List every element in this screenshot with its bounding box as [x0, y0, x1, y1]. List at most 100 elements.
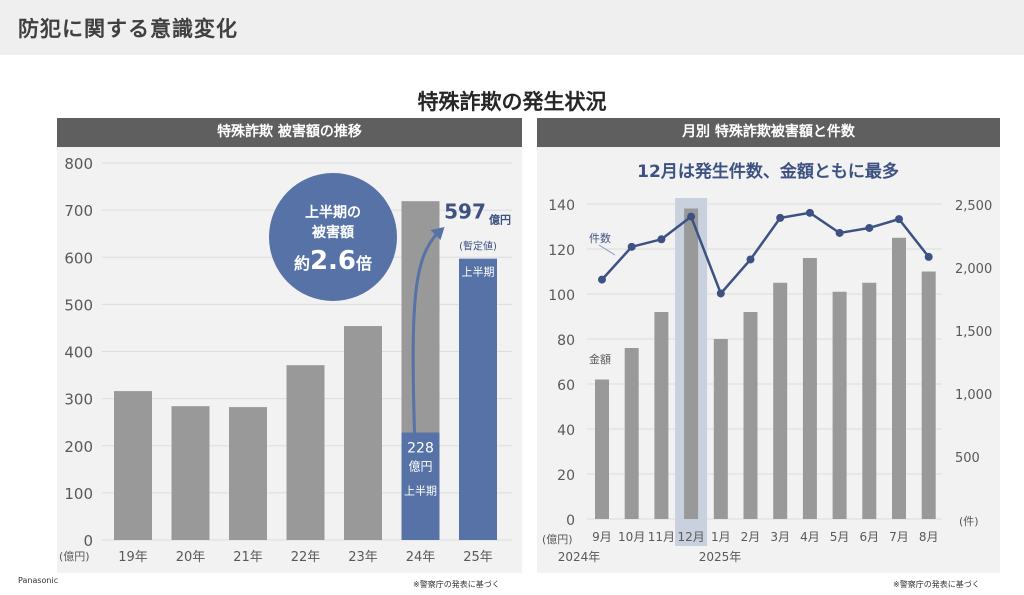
y-tick-label: 700 — [64, 202, 93, 220]
y-right-tick-label: 2,500 — [955, 199, 992, 214]
y-left-tick-label: 20 — [557, 468, 575, 484]
x-tick-label: 25年 — [463, 550, 493, 565]
bubble — [269, 173, 397, 301]
bubble-ratio-part: 2.6 — [310, 246, 356, 276]
count-point — [687, 212, 696, 221]
bar-2月 — [743, 312, 758, 519]
y-right-unit: (件) — [959, 515, 979, 528]
y-left-tick-label: 100 — [548, 288, 575, 304]
y-right-tick-label: 1,500 — [955, 325, 992, 340]
y-axis-unit: (億円) — [59, 550, 90, 563]
y-right-tick-label: 1,000 — [955, 388, 992, 403]
year-label-2024: 2024年 — [558, 550, 601, 564]
bar-23年 — [344, 326, 382, 540]
x-tick-label: 11月 — [648, 530, 675, 544]
source-note-left: ※警察庁の発表に基づく — [413, 580, 500, 589]
x-tick-label: 22年 — [291, 550, 321, 565]
x-tick-label: 7月 — [889, 530, 909, 544]
y-left-unit: (億円) — [542, 533, 573, 546]
y-tick-label: 0 — [83, 532, 93, 550]
y-left-tick-label: 140 — [548, 198, 575, 214]
x-tick-label: 20年 — [176, 550, 206, 565]
bar-6月 — [862, 282, 877, 519]
bubble-line1: 上半期の — [305, 204, 361, 221]
x-tick-label: 1月 — [711, 530, 731, 544]
bar-11月 — [654, 312, 669, 519]
bar-21年 — [229, 407, 267, 540]
count-point — [598, 275, 606, 284]
y-left-tick-label: 40 — [557, 423, 575, 439]
slide-title: 防犯に関する意識変化 — [18, 17, 238, 41]
label-597: 597 — [444, 200, 486, 224]
y-right-tick-label: 2,000 — [955, 262, 992, 277]
y-left-tick-label: 80 — [557, 333, 575, 349]
x-tick-label: 6月 — [859, 530, 879, 544]
bar-4月 — [802, 258, 817, 519]
arrowhead-icon — [430, 227, 445, 240]
y-tick-label: 300 — [64, 391, 93, 409]
count-point — [716, 289, 725, 298]
label-228-unit: 億円 — [408, 460, 432, 474]
label-half-2025: 上半期 — [462, 265, 495, 279]
monthly-panel: 月別 特殊詐欺被害額と件数 12月は発生件数、金額ともに最多 0 20 40 60 80 1… — [537, 118, 1000, 573]
y-tick-label: 100 — [64, 485, 93, 503]
count-point — [924, 252, 933, 261]
series-label-count: 件数 — [589, 232, 611, 245]
left-chart-title: 特殊詐欺 被害額の推移 — [57, 118, 522, 147]
x-tick-label: 23年 — [348, 550, 378, 565]
brand-logo: Panasonic — [18, 576, 59, 585]
bar-24-half-year — [401, 432, 440, 540]
y-left-tick-label: 60 — [557, 378, 575, 394]
count-line — [601, 211, 930, 296]
y-tick-label: 800 — [64, 155, 93, 173]
count-point — [895, 215, 903, 224]
x-tick-label: 21年 — [233, 550, 263, 565]
bar-7月 — [892, 237, 906, 519]
count-point — [746, 255, 755, 264]
x-tick-label: 12月 — [677, 530, 704, 544]
bubble-ratio: 約2.6倍 — [294, 246, 372, 276]
label-half-2024: 上半期 — [404, 484, 437, 498]
y-tick-label: 600 — [64, 249, 93, 267]
bar-10月 — [624, 348, 639, 519]
label-228: 228 — [407, 441, 434, 457]
damage-trend-chart: 0 100 200 300 400 500 600 700 800 (億円) 19年 20年 21年 22… — [59, 155, 512, 565]
count-point — [865, 223, 874, 232]
growth-arrow — [411, 230, 440, 433]
y-right-tick-label: 500 — [955, 451, 980, 466]
bar-12月 — [684, 208, 699, 519]
x-tick-label: 24年 — [406, 550, 436, 565]
bar-5月 — [832, 291, 847, 519]
count-point — [627, 242, 636, 251]
bar-9月 — [595, 379, 609, 519]
y-tick-label: 200 — [64, 438, 93, 456]
right-chart-title: 月別 特殊詐欺被害額と件数 — [537, 118, 1000, 147]
series-label-amount: 金額 — [589, 352, 611, 366]
main-title: 特殊詐欺の発生状況 — [417, 90, 607, 114]
y-tick-label: 500 — [64, 296, 93, 314]
monthly-chart: 12月は発生件数、金額ともに最多 0 20 40 60 80 100 120 140 500 1,0… — [542, 161, 992, 564]
y-left-tick-label: 120 — [548, 243, 575, 259]
x-tick-label: 3月 — [770, 530, 790, 544]
label-597-unit: 億円 — [489, 213, 511, 227]
bar-22年 — [286, 365, 325, 540]
bar-3月 — [773, 282, 788, 519]
x-tick-label: 5月 — [830, 530, 850, 544]
bubble-ratio-part: 約 — [294, 254, 310, 273]
bar-8月 — [921, 271, 936, 519]
bubble-ratio-part: 倍 — [356, 254, 372, 273]
x-tick-label: 9月 — [592, 530, 612, 544]
damage-trend-panel: 特殊詐欺 被害額の推移 0 100 200 300 400 500 600 700 800 (億円… — [57, 118, 522, 573]
count-point — [776, 213, 785, 222]
y-tick-label: 400 — [64, 344, 93, 362]
bar-20年 — [171, 406, 210, 540]
year-label-2025: 2025年 — [699, 550, 742, 564]
count-point — [657, 235, 666, 244]
x-tick-label: 10月 — [618, 530, 645, 544]
bubble-line2: 被害額 — [312, 224, 354, 241]
top-bar: 防犯に関する意識変化 — [0, 0, 1024, 55]
x-tick-label: 19年 — [118, 550, 148, 565]
count-point — [805, 208, 814, 217]
x-tick-label: 2月 — [741, 530, 761, 544]
chart-subtitle: 12月は発生件数、金額ともに最多 — [637, 161, 899, 182]
